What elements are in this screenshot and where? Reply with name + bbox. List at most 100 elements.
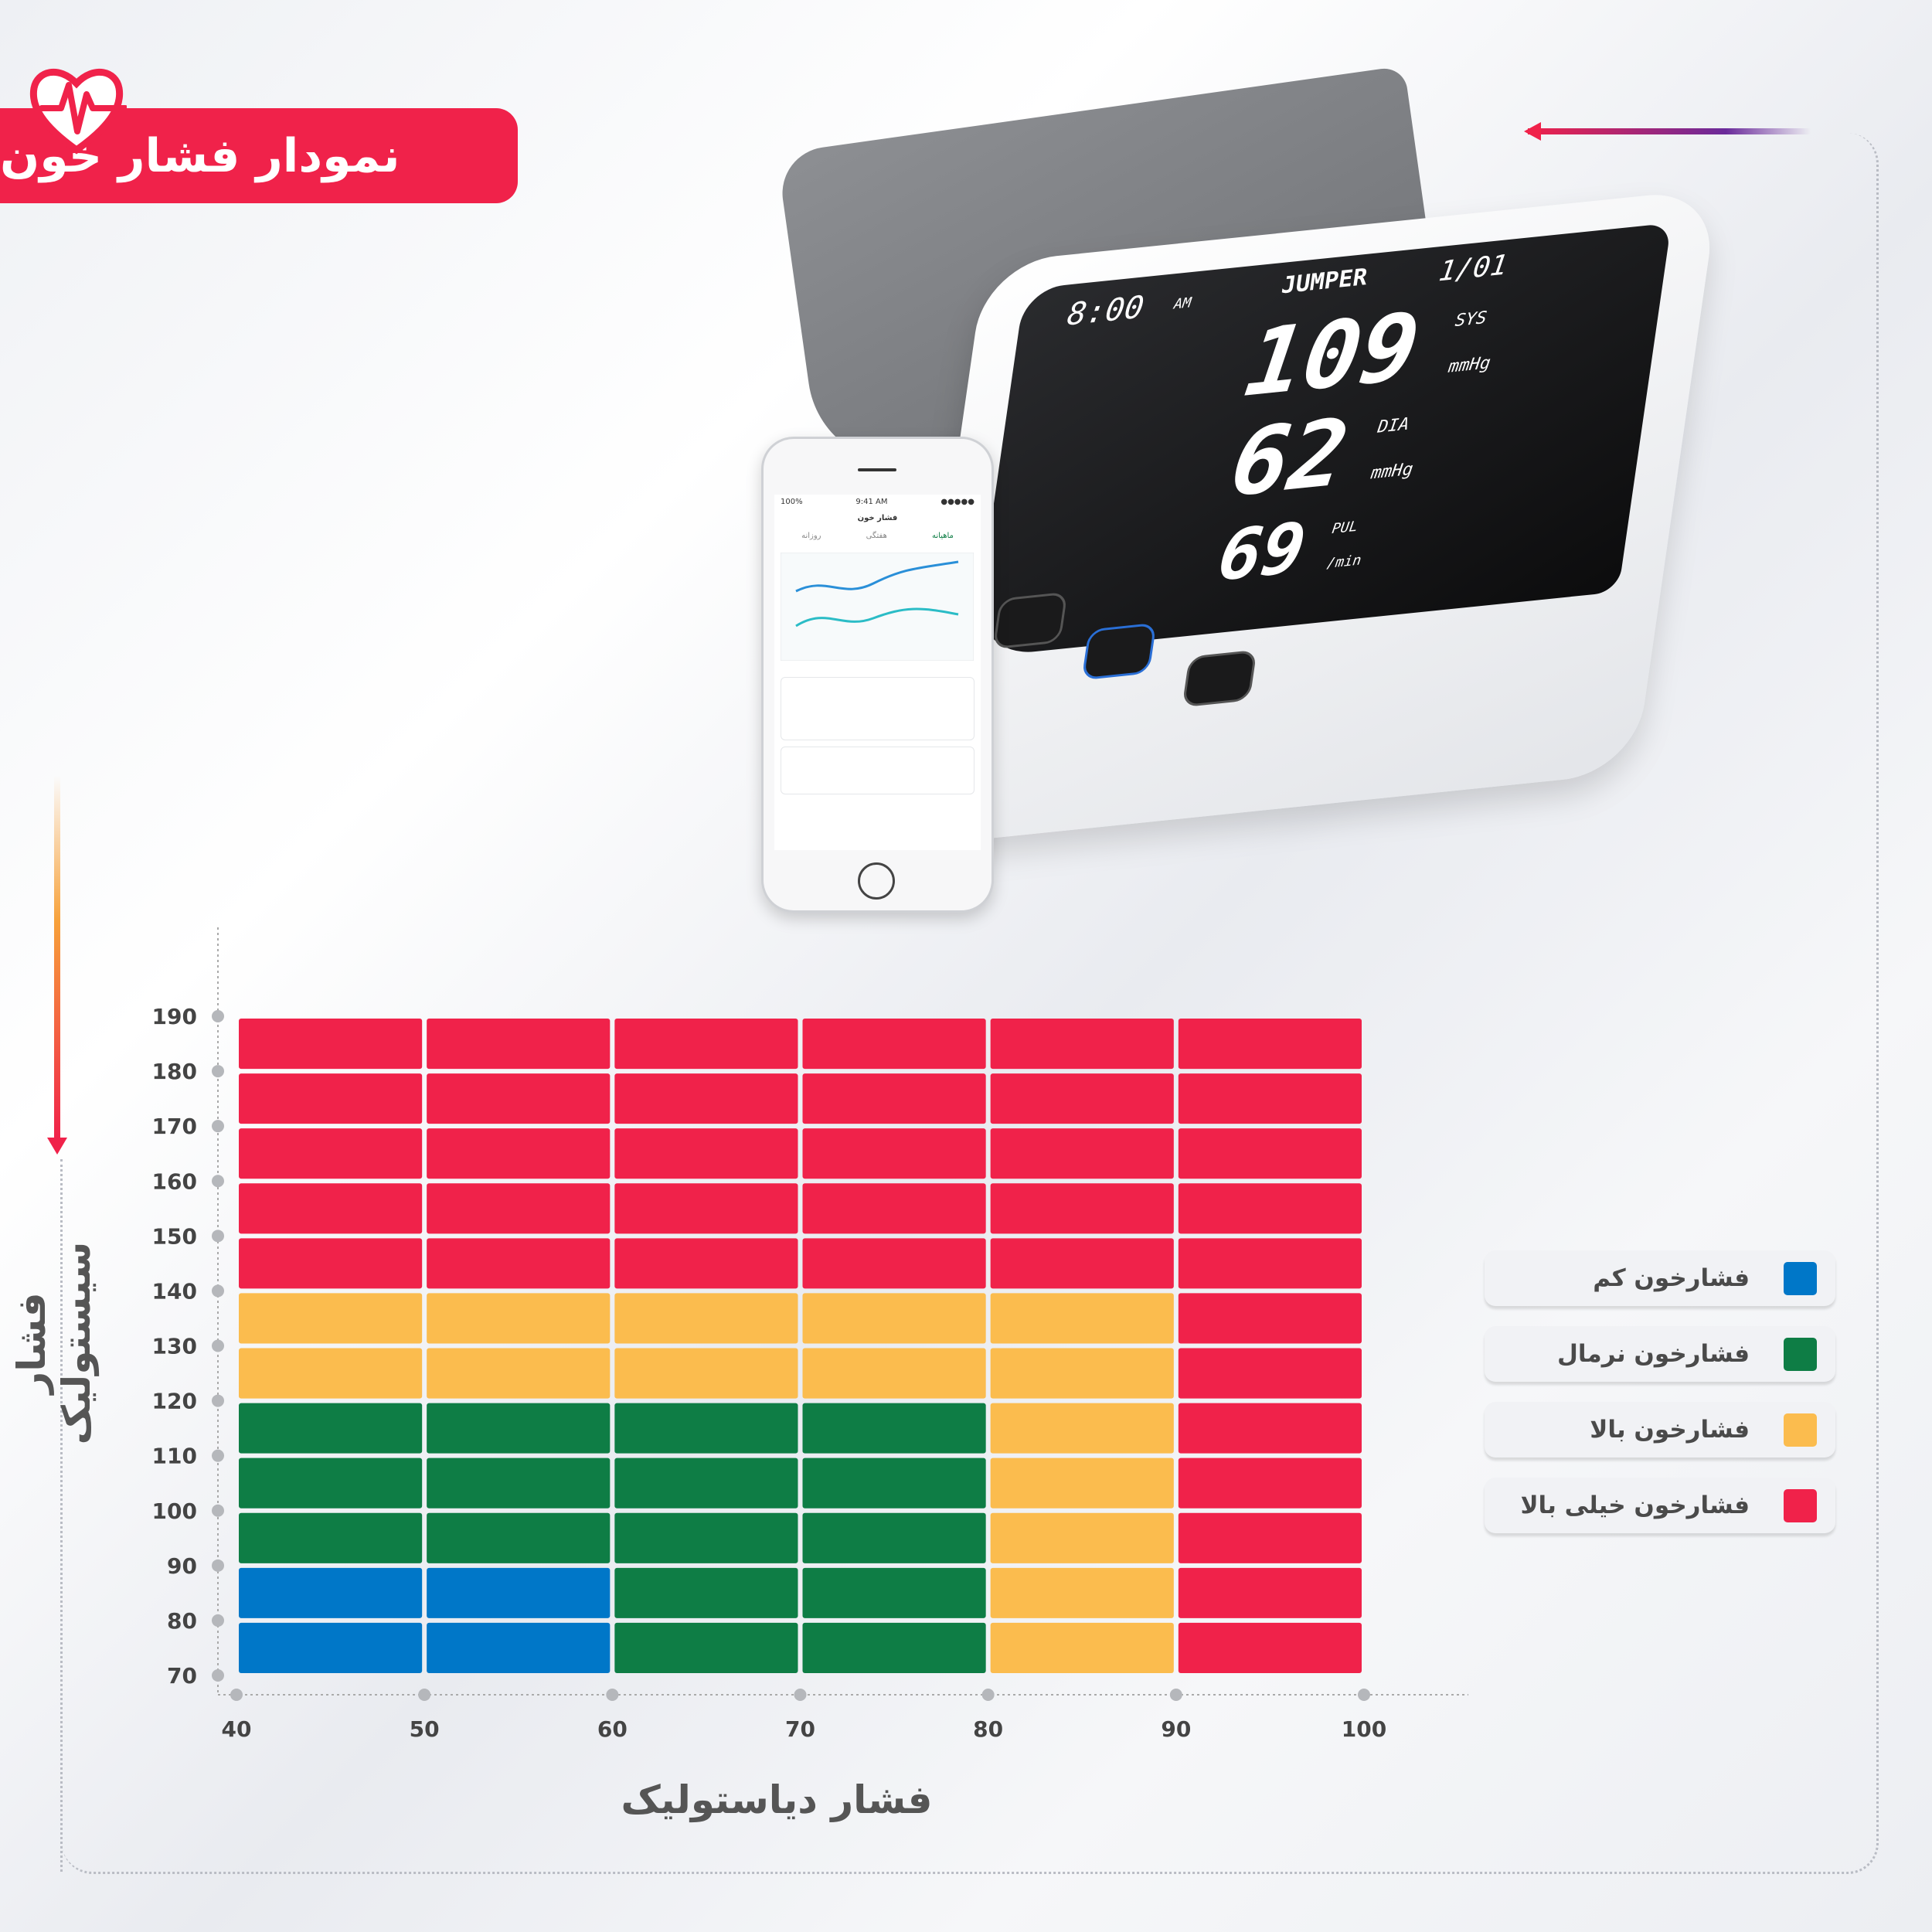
y-tick-dot bbox=[212, 1230, 224, 1243]
chart-cell bbox=[239, 1183, 423, 1234]
chart-cell bbox=[990, 1073, 1174, 1124]
chart-cell bbox=[614, 1567, 798, 1618]
phone-battery: 100% bbox=[781, 498, 803, 506]
chart-cell bbox=[427, 1238, 611, 1289]
y-tick-dot bbox=[212, 1010, 224, 1022]
y-tick-label: 150 bbox=[152, 1223, 197, 1249]
chart-cell bbox=[427, 1128, 611, 1179]
y-tick-label: 140 bbox=[152, 1278, 197, 1304]
chart-cell bbox=[239, 1512, 423, 1563]
phone-home-button[interactable] bbox=[858, 862, 895, 900]
chart-cell bbox=[614, 1019, 798, 1070]
chart-cell bbox=[802, 1348, 986, 1399]
chart-cell bbox=[990, 1183, 1174, 1234]
chart-cell bbox=[802, 1128, 986, 1179]
x-tick-dot bbox=[230, 1689, 243, 1701]
legend-item: فشارخون خیلی بالا bbox=[1485, 1478, 1835, 1533]
legend-label: فشارخون نرمال bbox=[1556, 1340, 1750, 1368]
y-axis-label: فشار سیستولیک bbox=[9, 1241, 99, 1445]
chart-cell bbox=[802, 1183, 986, 1234]
y-tick-label: 120 bbox=[152, 1389, 197, 1414]
chart-cell bbox=[239, 1238, 423, 1289]
y-tick-dot bbox=[212, 1120, 224, 1133]
heart-pulse-icon bbox=[29, 68, 127, 155]
y-tick-label: 160 bbox=[152, 1168, 197, 1194]
chart-cell bbox=[802, 1293, 986, 1344]
chart-cell bbox=[427, 1622, 611, 1673]
chart-cell bbox=[990, 1622, 1174, 1673]
y-tick-dot bbox=[212, 1669, 224, 1682]
legend-swatch bbox=[1784, 1413, 1817, 1447]
chart-cell bbox=[614, 1183, 798, 1234]
legend-label: فشارخون کم bbox=[1593, 1264, 1750, 1292]
chart-cell bbox=[990, 1128, 1174, 1179]
y-tick-dot bbox=[212, 1065, 224, 1078]
phone-record-card[interactable] bbox=[781, 747, 975, 794]
x-tick-dot bbox=[794, 1689, 807, 1701]
chart-cell bbox=[614, 1238, 798, 1289]
dotted-frame bbox=[62, 133, 1879, 1874]
chart-cell bbox=[239, 1019, 423, 1070]
x-tick-dot bbox=[981, 1689, 995, 1701]
chart-cell bbox=[239, 1073, 423, 1124]
chart-cell bbox=[990, 1403, 1174, 1454]
chart-cell bbox=[990, 1567, 1174, 1618]
phone-record-card[interactable] bbox=[781, 677, 975, 740]
legend-item: فشارخون کم bbox=[1485, 1250, 1835, 1306]
chart-cell bbox=[427, 1458, 611, 1509]
chart-cell bbox=[990, 1458, 1174, 1509]
chart-cell bbox=[802, 1403, 986, 1454]
chart-cell bbox=[802, 1238, 986, 1289]
chart-cell bbox=[1178, 1403, 1362, 1454]
chart-cell bbox=[802, 1567, 986, 1618]
phone-tab[interactable]: روزانه bbox=[801, 532, 821, 540]
y-tick-label: 170 bbox=[152, 1114, 197, 1139]
dotted-frame-left bbox=[60, 1159, 63, 1872]
chart-cell bbox=[1178, 1019, 1362, 1070]
chart-cell bbox=[990, 1348, 1174, 1399]
x-axis-label: فشار دیاستولیک bbox=[621, 1777, 933, 1822]
chart-cell bbox=[427, 1512, 611, 1563]
y-tick-dot bbox=[212, 1339, 224, 1352]
chart-cell bbox=[802, 1458, 986, 1509]
chart-cell bbox=[990, 1512, 1174, 1563]
y-tick-label: 90 bbox=[167, 1553, 197, 1579]
chart-cell bbox=[614, 1293, 798, 1344]
arrow-down-icon bbox=[47, 1138, 67, 1155]
legend-item: فشارخون نرمال bbox=[1485, 1326, 1835, 1382]
chart-cell bbox=[614, 1073, 798, 1124]
chart-cell bbox=[239, 1458, 423, 1509]
phone-speaker bbox=[858, 468, 896, 471]
chart-cell bbox=[427, 1348, 611, 1399]
legend-swatch bbox=[1784, 1488, 1817, 1522]
chart-cell bbox=[427, 1183, 611, 1234]
y-tick-dot bbox=[212, 1175, 224, 1188]
y-tick-dot bbox=[212, 1449, 224, 1462]
x-tick-label: 60 bbox=[597, 1716, 628, 1742]
chart-cell bbox=[990, 1238, 1174, 1289]
chart-cell bbox=[990, 1019, 1174, 1070]
x-tick-dot bbox=[418, 1689, 431, 1701]
chart-cell bbox=[1178, 1073, 1362, 1124]
phone-screen: 100% 9:41 AM ●●●●● فشار خون روزانه هفتگی… bbox=[774, 495, 981, 850]
x-tick-dot bbox=[606, 1689, 619, 1701]
y-tick-label: 80 bbox=[167, 1608, 197, 1634]
chart-cell bbox=[802, 1512, 986, 1563]
x-tick-label: 80 bbox=[973, 1716, 1003, 1742]
chart-cell bbox=[614, 1128, 798, 1179]
phone-tab[interactable]: ماهیانه bbox=[932, 532, 954, 540]
x-tick-label: 50 bbox=[410, 1716, 440, 1742]
chart-cell bbox=[427, 1293, 611, 1344]
x-tick-dot bbox=[1358, 1689, 1370, 1701]
chart-cell bbox=[802, 1019, 986, 1070]
phone-tab[interactable]: هفتگی bbox=[866, 532, 887, 540]
chart-cell bbox=[1178, 1348, 1362, 1399]
decorative-arrow-horizontal bbox=[1528, 128, 1811, 134]
chart-cell bbox=[614, 1348, 798, 1399]
y-tick-label: 180 bbox=[152, 1059, 197, 1084]
x-tick-dot bbox=[1169, 1689, 1182, 1701]
phone-title: فشار خون bbox=[857, 514, 898, 522]
x-tick-label: 70 bbox=[785, 1716, 815, 1742]
chart-cell bbox=[802, 1073, 986, 1124]
decorative-arrow-vertical bbox=[54, 776, 60, 1139]
